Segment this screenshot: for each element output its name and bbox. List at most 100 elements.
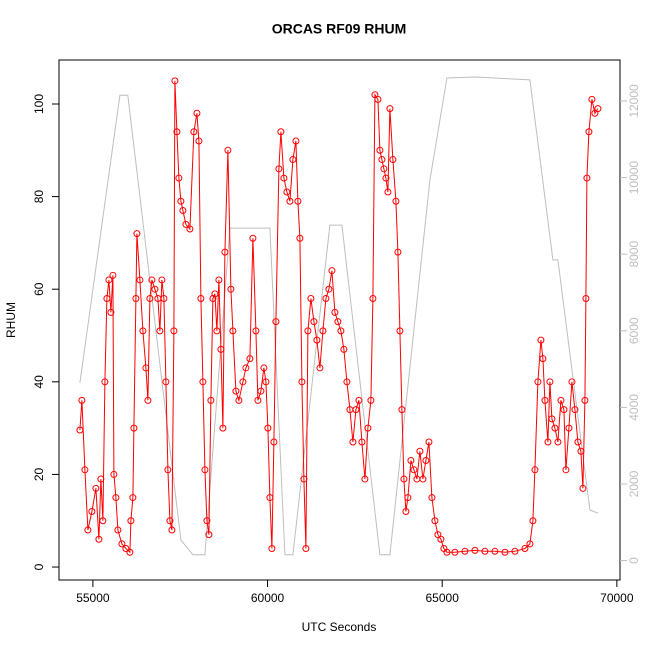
y2-tick-label: 6000 [627,317,641,344]
point [378,156,386,164]
point [398,406,406,414]
x-tick-label: 55000 [76,591,110,605]
point [491,547,499,555]
point [585,128,593,136]
point [95,535,103,543]
point [302,545,310,553]
point [537,336,545,344]
y-tick-label: 100 [32,94,46,114]
point [369,294,377,302]
point [148,276,156,284]
point [286,197,294,205]
point [215,276,223,284]
point [221,248,229,256]
point [162,378,170,386]
point [158,276,166,284]
point [130,424,138,432]
point [179,206,187,214]
point [382,174,390,182]
point [81,466,89,474]
point [331,308,339,316]
series-line [79,76,599,556]
point [229,327,237,335]
point [579,484,587,492]
point [539,355,547,363]
point [396,327,404,335]
point [352,406,360,414]
point [103,294,111,302]
point [402,507,410,515]
point [392,197,400,205]
y-tick-label: 20 [32,467,46,481]
point [428,494,436,502]
point [201,466,209,474]
point [260,364,268,372]
point [551,424,559,432]
point [343,378,351,386]
point [349,438,357,446]
point [173,128,181,136]
point [166,517,174,525]
point [109,271,117,279]
point [546,378,554,386]
point [127,517,135,525]
point [437,535,445,543]
x-tick-label: 65000 [426,591,460,605]
point [99,517,107,525]
point [422,457,430,465]
point [262,378,270,386]
point [294,197,302,205]
point [270,438,278,446]
point [526,540,534,548]
point [264,424,272,432]
point [232,387,240,395]
point [316,364,324,372]
point [156,327,164,335]
point [380,165,388,173]
point [407,457,415,465]
point [88,507,96,515]
point [582,294,590,302]
point [112,494,120,502]
point [340,345,348,353]
point [101,378,109,386]
point [199,378,207,386]
point [574,438,582,446]
point [132,294,140,302]
point [557,396,565,404]
point [577,447,585,455]
point [289,156,297,164]
point [211,290,219,298]
point [105,276,113,284]
point [114,526,122,534]
point [97,475,105,483]
point [376,146,384,154]
point [146,294,154,302]
x-tick-label: 60000 [251,591,285,605]
point [213,327,221,335]
point [313,336,321,344]
point [224,146,232,154]
point [133,230,141,238]
point [142,364,150,372]
point [511,547,519,555]
y2-tick-label: 8000 [627,241,641,268]
point [355,396,363,404]
point [304,327,312,335]
y-tick-label: 80 [32,190,46,204]
point [562,466,570,474]
point [307,294,315,302]
point [193,109,201,117]
point [272,318,280,326]
point [107,308,115,316]
point [319,327,327,335]
point [384,188,392,196]
point [280,174,288,182]
point [209,294,217,302]
x-axis-label: UTC Seconds [302,620,377,634]
point [425,438,433,446]
point [203,517,211,525]
point [534,378,542,386]
point [531,466,539,474]
